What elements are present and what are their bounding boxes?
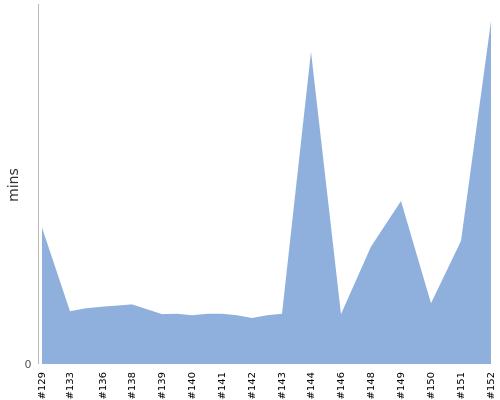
y-tick-label-0: 0 xyxy=(25,358,32,371)
x-tick-label: #138 xyxy=(127,372,138,399)
x-tick-label: #151 xyxy=(456,372,467,399)
area-series xyxy=(42,21,491,364)
x-tick-label: #143 xyxy=(277,372,288,399)
y-axis-label: mins xyxy=(6,168,22,202)
x-tick-label: #136 xyxy=(98,372,109,399)
x-tick-label: #150 xyxy=(426,372,437,399)
x-tick-label: #149 xyxy=(396,372,407,399)
x-tick-label: #142 xyxy=(247,372,258,399)
x-tick-label: #141 xyxy=(217,372,228,399)
x-tick-label: #146 xyxy=(336,372,347,399)
x-tick-label: #148 xyxy=(366,372,377,399)
x-tick-label: #139 xyxy=(157,372,168,399)
x-tick-label: #133 xyxy=(65,372,76,399)
x-tick-label: #129 xyxy=(37,372,48,399)
x-tick-label: #140 xyxy=(187,372,198,399)
x-tick-label: #144 xyxy=(306,372,317,399)
x-tick-label: #152 xyxy=(486,372,497,399)
x-axis-ticks: #129 #133 #136 #138 #139 #140 #141 #142 #143 #144… xyxy=(37,372,497,399)
